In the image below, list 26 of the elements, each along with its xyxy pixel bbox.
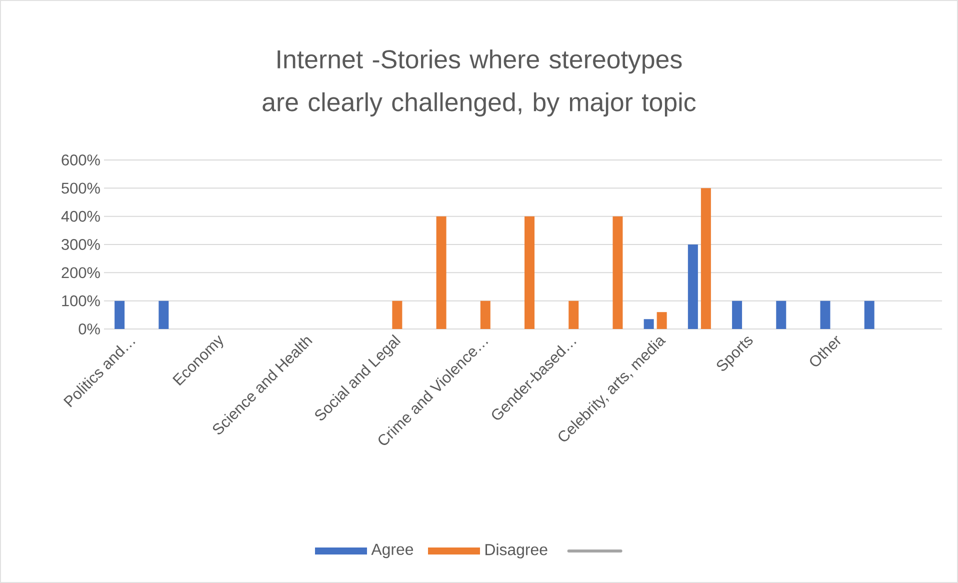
y-tick-label: 0%: [78, 324, 100, 334]
bar: [700, 188, 711, 329]
bar: [480, 300, 490, 329]
bar: [776, 300, 786, 329]
y-tick-label: 300%: [62, 239, 100, 250]
y-tick-label: 200%: [62, 267, 100, 278]
bar: [568, 300, 579, 329]
bar: [656, 312, 667, 329]
bar: [864, 300, 874, 329]
bar: [612, 216, 623, 329]
bar: [114, 300, 125, 329]
bar: [688, 244, 698, 329]
legend-label: Agree: [371, 544, 414, 558]
bar: [732, 300, 742, 329]
y-tick-label: 400%: [61, 210, 100, 222]
y-tick-label: 600%: [62, 154, 100, 166]
chart-title: Internet -Stories where stereotypes are clearly challenged, by major topic: [262, 50, 696, 116]
y-tick-label: 100%: [62, 295, 100, 306]
bar: [820, 300, 830, 329]
bar: [392, 300, 402, 329]
bar: [644, 319, 654, 329]
bar: [436, 216, 446, 329]
legend-label: Disagree: [486, 544, 548, 558]
y-tick-label: 500%: [62, 182, 100, 194]
bar: [158, 300, 169, 329]
bar: [524, 216, 535, 329]
